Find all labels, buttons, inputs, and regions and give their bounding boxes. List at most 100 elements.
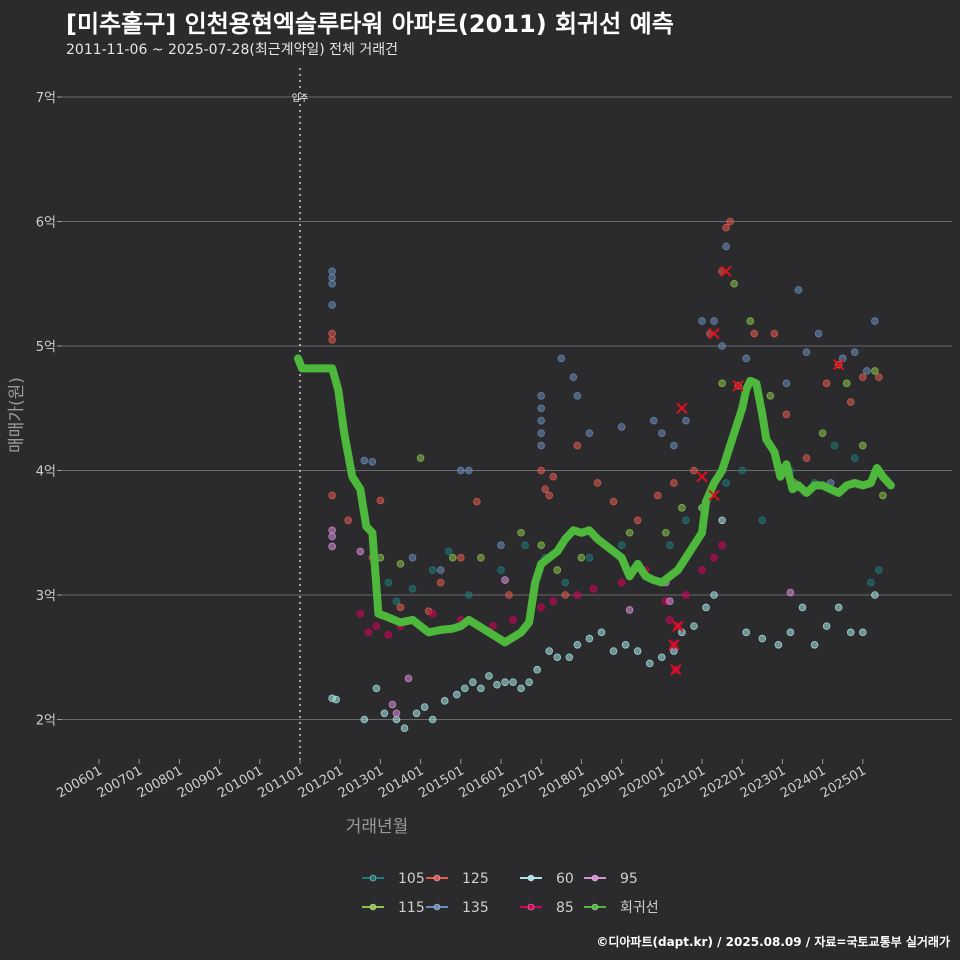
point-125 [670, 479, 678, 487]
point-135 [557, 354, 566, 363]
point-135 [537, 416, 545, 425]
point-85 [549, 597, 558, 606]
point-135 [456, 466, 465, 475]
point-135 [537, 404, 545, 413]
highlight-x-marker [670, 663, 682, 676]
point-125 [456, 553, 465, 562]
point-60 [452, 690, 461, 699]
point-125 [541, 485, 550, 493]
point-85 [489, 622, 497, 630]
point-115 [766, 391, 775, 400]
point-60 [440, 697, 449, 705]
point-135 [360, 456, 369, 465]
point-125 [802, 454, 811, 462]
point-60 [846, 628, 855, 637]
point-85 [718, 541, 726, 549]
legend-item-60: 60 [520, 871, 574, 887]
legend-label: 105 [398, 871, 425, 887]
legend-item-115: 115 [362, 900, 425, 916]
point-60 [553, 653, 562, 662]
point-105 [585, 553, 594, 562]
highlight-x-marker [732, 380, 744, 392]
highlight-x-marker [708, 489, 720, 502]
regression-line [294, 354, 895, 647]
point-60 [573, 640, 582, 649]
y-tick-label: 5억 [36, 340, 56, 355]
legend-label: 95 [620, 871, 638, 887]
point-95 [328, 542, 336, 551]
x-tick-label: 201001 [215, 763, 265, 801]
point-115 [718, 379, 726, 388]
point-135 [368, 457, 377, 466]
x-tick-label: 202001 [617, 763, 667, 801]
point-105 [867, 578, 875, 587]
point-95 [666, 597, 674, 606]
point-125 [875, 373, 883, 381]
point-115 [625, 528, 634, 537]
x-tick-label: 200601 [55, 763, 105, 801]
point-60 [545, 647, 554, 655]
point-135 [537, 441, 545, 450]
point-60 [645, 659, 654, 668]
point-60 [670, 647, 678, 655]
point-105 [465, 591, 473, 599]
x-tick-label: 202101 [658, 763, 708, 801]
point-115 [477, 553, 485, 562]
x-tick-label: 201201 [296, 763, 346, 801]
point-115 [858, 441, 867, 450]
point-125 [328, 335, 336, 344]
point-115 [517, 528, 525, 537]
y-tick-label: 6억 [36, 216, 56, 231]
point-60 [690, 622, 698, 630]
point-125 [344, 516, 353, 525]
point-125 [690, 466, 698, 475]
point-135 [328, 301, 336, 309]
point-60 [657, 653, 666, 662]
point-125 [846, 398, 855, 406]
highlight-x-marker [672, 620, 684, 632]
legend-label: 115 [398, 900, 425, 916]
point-125 [633, 516, 642, 525]
point-135 [670, 441, 678, 450]
x-tick-label: 202301 [738, 763, 788, 801]
source-footer: ©디아파트(dapt.kr) / 2025.08.09 / 자료=국토교통부 실… [596, 935, 950, 949]
point-60 [565, 653, 574, 662]
legend-label: 회귀선 [620, 900, 659, 916]
point-60 [585, 634, 594, 643]
point-85 [364, 628, 373, 637]
point-60 [372, 684, 381, 693]
point-135 [649, 416, 658, 425]
point-115 [842, 379, 851, 388]
point-105 [830, 441, 839, 450]
point-60 [533, 665, 541, 674]
point-60 [380, 709, 389, 718]
chart-subtitle: 2011-11-06 ~ 2025-07-28(최근계약일) 전체 거래건 [66, 42, 398, 58]
point-95 [328, 532, 336, 541]
point-125 [770, 329, 779, 338]
point-60 [633, 647, 642, 655]
point-125 [505, 591, 513, 599]
point-105 [682, 516, 690, 525]
point-125 [593, 479, 602, 487]
legend-label: 125 [462, 871, 489, 887]
x-tick-label: 201701 [497, 763, 547, 801]
point-60 [810, 640, 819, 649]
point-85 [573, 591, 582, 599]
point-135 [718, 342, 726, 350]
point-60 [400, 724, 409, 733]
point-95 [625, 606, 634, 614]
point-125 [328, 329, 336, 338]
point-135 [585, 429, 594, 437]
x-tick-label: 202501 [818, 763, 868, 801]
point-85 [617, 578, 626, 587]
point-125 [609, 497, 618, 506]
point-85 [384, 631, 393, 639]
point-85 [509, 616, 517, 624]
point-60 [517, 684, 525, 693]
point-125 [376, 496, 385, 505]
point-60 [392, 715, 401, 724]
point-115 [678, 504, 686, 512]
point-115 [746, 317, 755, 325]
x-tick-label: 200701 [95, 763, 145, 801]
